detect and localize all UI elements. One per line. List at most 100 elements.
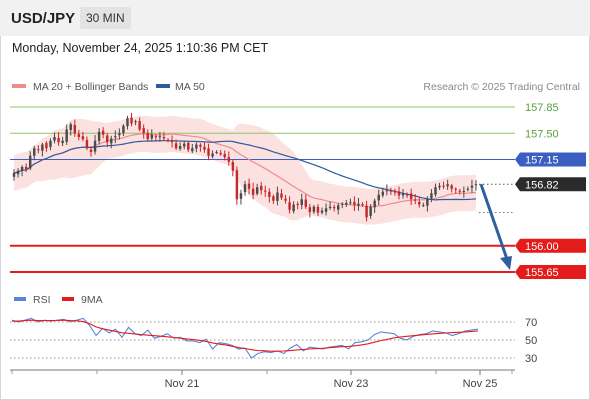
candle-body	[365, 205, 368, 218]
rsi-series-rsi	[11, 317, 479, 359]
candle-body	[24, 166, 28, 170]
candle-body	[397, 191, 401, 196]
forecast-arrow-shaft	[479, 183, 510, 263]
rsi-tick-30: 30	[525, 353, 537, 365]
candle-body	[292, 204, 295, 212]
candle-body	[154, 136, 158, 138]
candle	[223, 150, 226, 161]
candle	[97, 128, 101, 145]
candle	[227, 151, 231, 166]
candle	[385, 184, 389, 196]
rsi-panel: 70 50 30	[10, 317, 537, 365]
candle	[158, 131, 162, 142]
candle-body	[150, 134, 154, 139]
candle	[255, 183, 259, 196]
candle-body	[247, 183, 251, 189]
candle	[284, 194, 287, 204]
candle	[126, 115, 129, 130]
candle	[122, 124, 125, 137]
candle-body	[65, 129, 68, 142]
candle	[101, 127, 105, 139]
candle-body	[462, 191, 466, 192]
candle-body	[369, 206, 372, 216]
candle	[89, 146, 93, 157]
forecast-arrow-head	[500, 256, 512, 270]
timeframe-button[interactable]: 30 MIN	[80, 7, 131, 29]
candle-body	[219, 152, 222, 155]
candle-body	[466, 188, 470, 190]
candle	[300, 193, 303, 210]
candle-body	[255, 187, 259, 194]
candle	[215, 150, 218, 155]
candle-body	[207, 148, 210, 156]
candle	[61, 136, 64, 147]
legend-swatch-9ma	[62, 297, 74, 301]
candle-body	[166, 139, 170, 141]
candle-body	[146, 132, 149, 140]
candle	[81, 131, 85, 142]
level-label-155-65: 155.65	[525, 267, 559, 279]
candle	[187, 140, 190, 152]
candle	[308, 203, 312, 218]
candle	[211, 150, 214, 159]
candle	[324, 203, 328, 216]
candle-body	[45, 143, 48, 149]
candle	[259, 181, 263, 195]
level-tag-155-65	[515, 265, 586, 279]
candle	[264, 185, 267, 197]
candle	[138, 117, 141, 132]
candle	[304, 194, 308, 210]
candle	[174, 139, 178, 150]
candle	[166, 138, 170, 143]
candle-body	[162, 137, 166, 139]
candle-body	[474, 184, 478, 186]
candle-body	[264, 190, 267, 192]
legend-label-rsi: RSI	[33, 294, 51, 306]
candle	[231, 159, 235, 177]
chart-header: USD/JPY 30 MIN	[0, 0, 590, 36]
candle-body	[130, 117, 133, 124]
candle-body	[231, 161, 235, 171]
candle-body	[385, 190, 389, 192]
candle-body	[349, 202, 352, 204]
candle-body	[85, 140, 89, 149]
candle-body	[300, 199, 303, 206]
x-tick-label: Nov 23	[334, 378, 369, 390]
candle-body	[296, 204, 299, 206]
candle	[45, 141, 48, 152]
legend-swatch-ma50	[156, 84, 170, 88]
candle-body	[97, 131, 101, 141]
candle	[389, 187, 393, 196]
legend-swatch-rsi	[14, 297, 26, 301]
candle-body	[28, 155, 32, 169]
candle-body	[288, 202, 291, 210]
candle	[150, 129, 154, 142]
candle-body	[272, 196, 275, 201]
candle-body	[158, 136, 162, 138]
candle-body	[191, 148, 194, 152]
candle-body	[454, 188, 457, 190]
candle-body	[110, 138, 113, 144]
candle	[361, 202, 364, 207]
candle	[154, 133, 158, 142]
candle-body	[381, 191, 385, 196]
candle	[373, 198, 376, 213]
candle-body	[446, 184, 449, 187]
candle-body	[215, 152, 218, 153]
candle	[349, 198, 352, 205]
candle	[409, 188, 413, 205]
candle-body	[114, 136, 117, 138]
candle	[69, 122, 72, 136]
x-axis: Nov 21 Nov 23 Nov 25	[11, 370, 513, 390]
candle	[320, 207, 324, 215]
candle-body	[53, 137, 56, 141]
candle	[357, 197, 360, 211]
candle-body	[178, 146, 182, 149]
candle-body	[81, 136, 85, 140]
candle-body	[89, 149, 93, 152]
candle-body	[199, 144, 202, 147]
candle	[191, 143, 194, 154]
level-label-157-85: 157.85	[525, 102, 559, 114]
candle-body	[227, 157, 231, 162]
candle	[195, 142, 198, 153]
